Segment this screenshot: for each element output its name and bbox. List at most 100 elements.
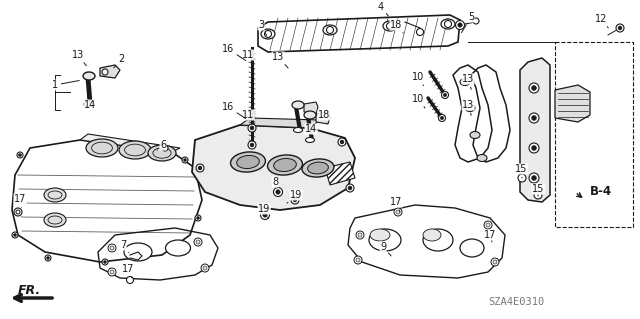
Circle shape [293,198,297,202]
Text: 10: 10 [412,94,425,108]
Ellipse shape [302,159,334,177]
Circle shape [458,23,462,27]
Ellipse shape [460,78,470,85]
Text: 13: 13 [72,50,86,66]
Circle shape [263,213,268,217]
Circle shape [104,261,106,263]
Circle shape [529,113,539,123]
Text: 14: 14 [84,100,96,110]
Text: 17: 17 [484,230,497,242]
Circle shape [616,24,624,32]
Polygon shape [555,85,590,122]
Text: 18: 18 [390,20,403,33]
Circle shape [445,20,451,27]
Circle shape [264,31,271,38]
Circle shape [250,126,254,130]
Circle shape [444,93,447,97]
Circle shape [394,208,402,216]
Text: FR.: FR. [18,284,41,297]
Ellipse shape [230,152,266,172]
Text: 19: 19 [258,204,270,218]
Circle shape [250,143,254,147]
Ellipse shape [148,145,176,161]
Circle shape [182,157,188,163]
Polygon shape [192,125,355,210]
Ellipse shape [383,21,397,31]
Circle shape [529,143,539,153]
Text: 18: 18 [318,110,330,123]
Ellipse shape [423,229,453,251]
Circle shape [356,231,364,239]
Circle shape [518,174,526,182]
Ellipse shape [323,25,337,35]
Ellipse shape [470,131,480,138]
Ellipse shape [124,243,152,261]
Circle shape [13,234,17,236]
Ellipse shape [294,128,303,132]
Ellipse shape [44,188,66,202]
Circle shape [17,152,23,158]
Circle shape [491,258,499,266]
Text: 16: 16 [222,44,246,61]
Circle shape [358,233,362,237]
Circle shape [456,20,465,29]
Text: 14: 14 [305,124,317,138]
Ellipse shape [292,101,304,109]
Circle shape [162,145,168,151]
Circle shape [196,217,200,219]
Circle shape [326,26,333,33]
Text: 6: 6 [157,140,166,150]
Circle shape [260,211,269,219]
Text: 11: 11 [242,50,254,65]
Circle shape [442,92,449,99]
Text: 3: 3 [258,20,267,35]
Circle shape [484,221,492,229]
Circle shape [110,270,114,274]
Circle shape [45,255,51,261]
Circle shape [486,223,490,227]
Polygon shape [240,118,320,128]
Text: 17: 17 [390,197,403,212]
Ellipse shape [86,139,118,157]
Ellipse shape [44,213,66,227]
Circle shape [16,210,20,214]
Circle shape [531,85,536,91]
Circle shape [196,240,200,244]
Circle shape [108,244,116,252]
Text: 7: 7 [120,240,129,253]
Circle shape [47,256,49,259]
Text: 10: 10 [412,72,424,85]
Ellipse shape [274,159,296,172]
Text: 5: 5 [461,12,474,33]
Circle shape [184,159,186,161]
Ellipse shape [237,155,259,168]
Ellipse shape [268,155,303,175]
Bar [555,42,633,227]
Text: 13: 13 [462,74,474,89]
Ellipse shape [465,105,475,112]
Ellipse shape [370,229,390,241]
Ellipse shape [308,162,328,174]
Polygon shape [325,162,355,185]
Text: 15: 15 [515,164,527,178]
Text: 17: 17 [14,194,26,207]
Text: 19: 19 [287,190,302,203]
Text: 13: 13 [462,100,474,115]
Text: 17: 17 [122,264,134,278]
Text: 4: 4 [378,2,388,16]
Ellipse shape [460,239,484,257]
Circle shape [198,166,202,170]
Polygon shape [520,58,550,202]
Text: 13: 13 [272,52,288,68]
Circle shape [12,232,18,238]
Circle shape [356,258,360,262]
Circle shape [529,83,539,93]
Text: 15: 15 [532,184,545,196]
Circle shape [194,238,202,246]
Circle shape [340,140,344,144]
Circle shape [534,191,542,199]
Circle shape [196,164,204,172]
Circle shape [19,153,22,157]
Circle shape [248,124,256,132]
Circle shape [438,115,445,122]
